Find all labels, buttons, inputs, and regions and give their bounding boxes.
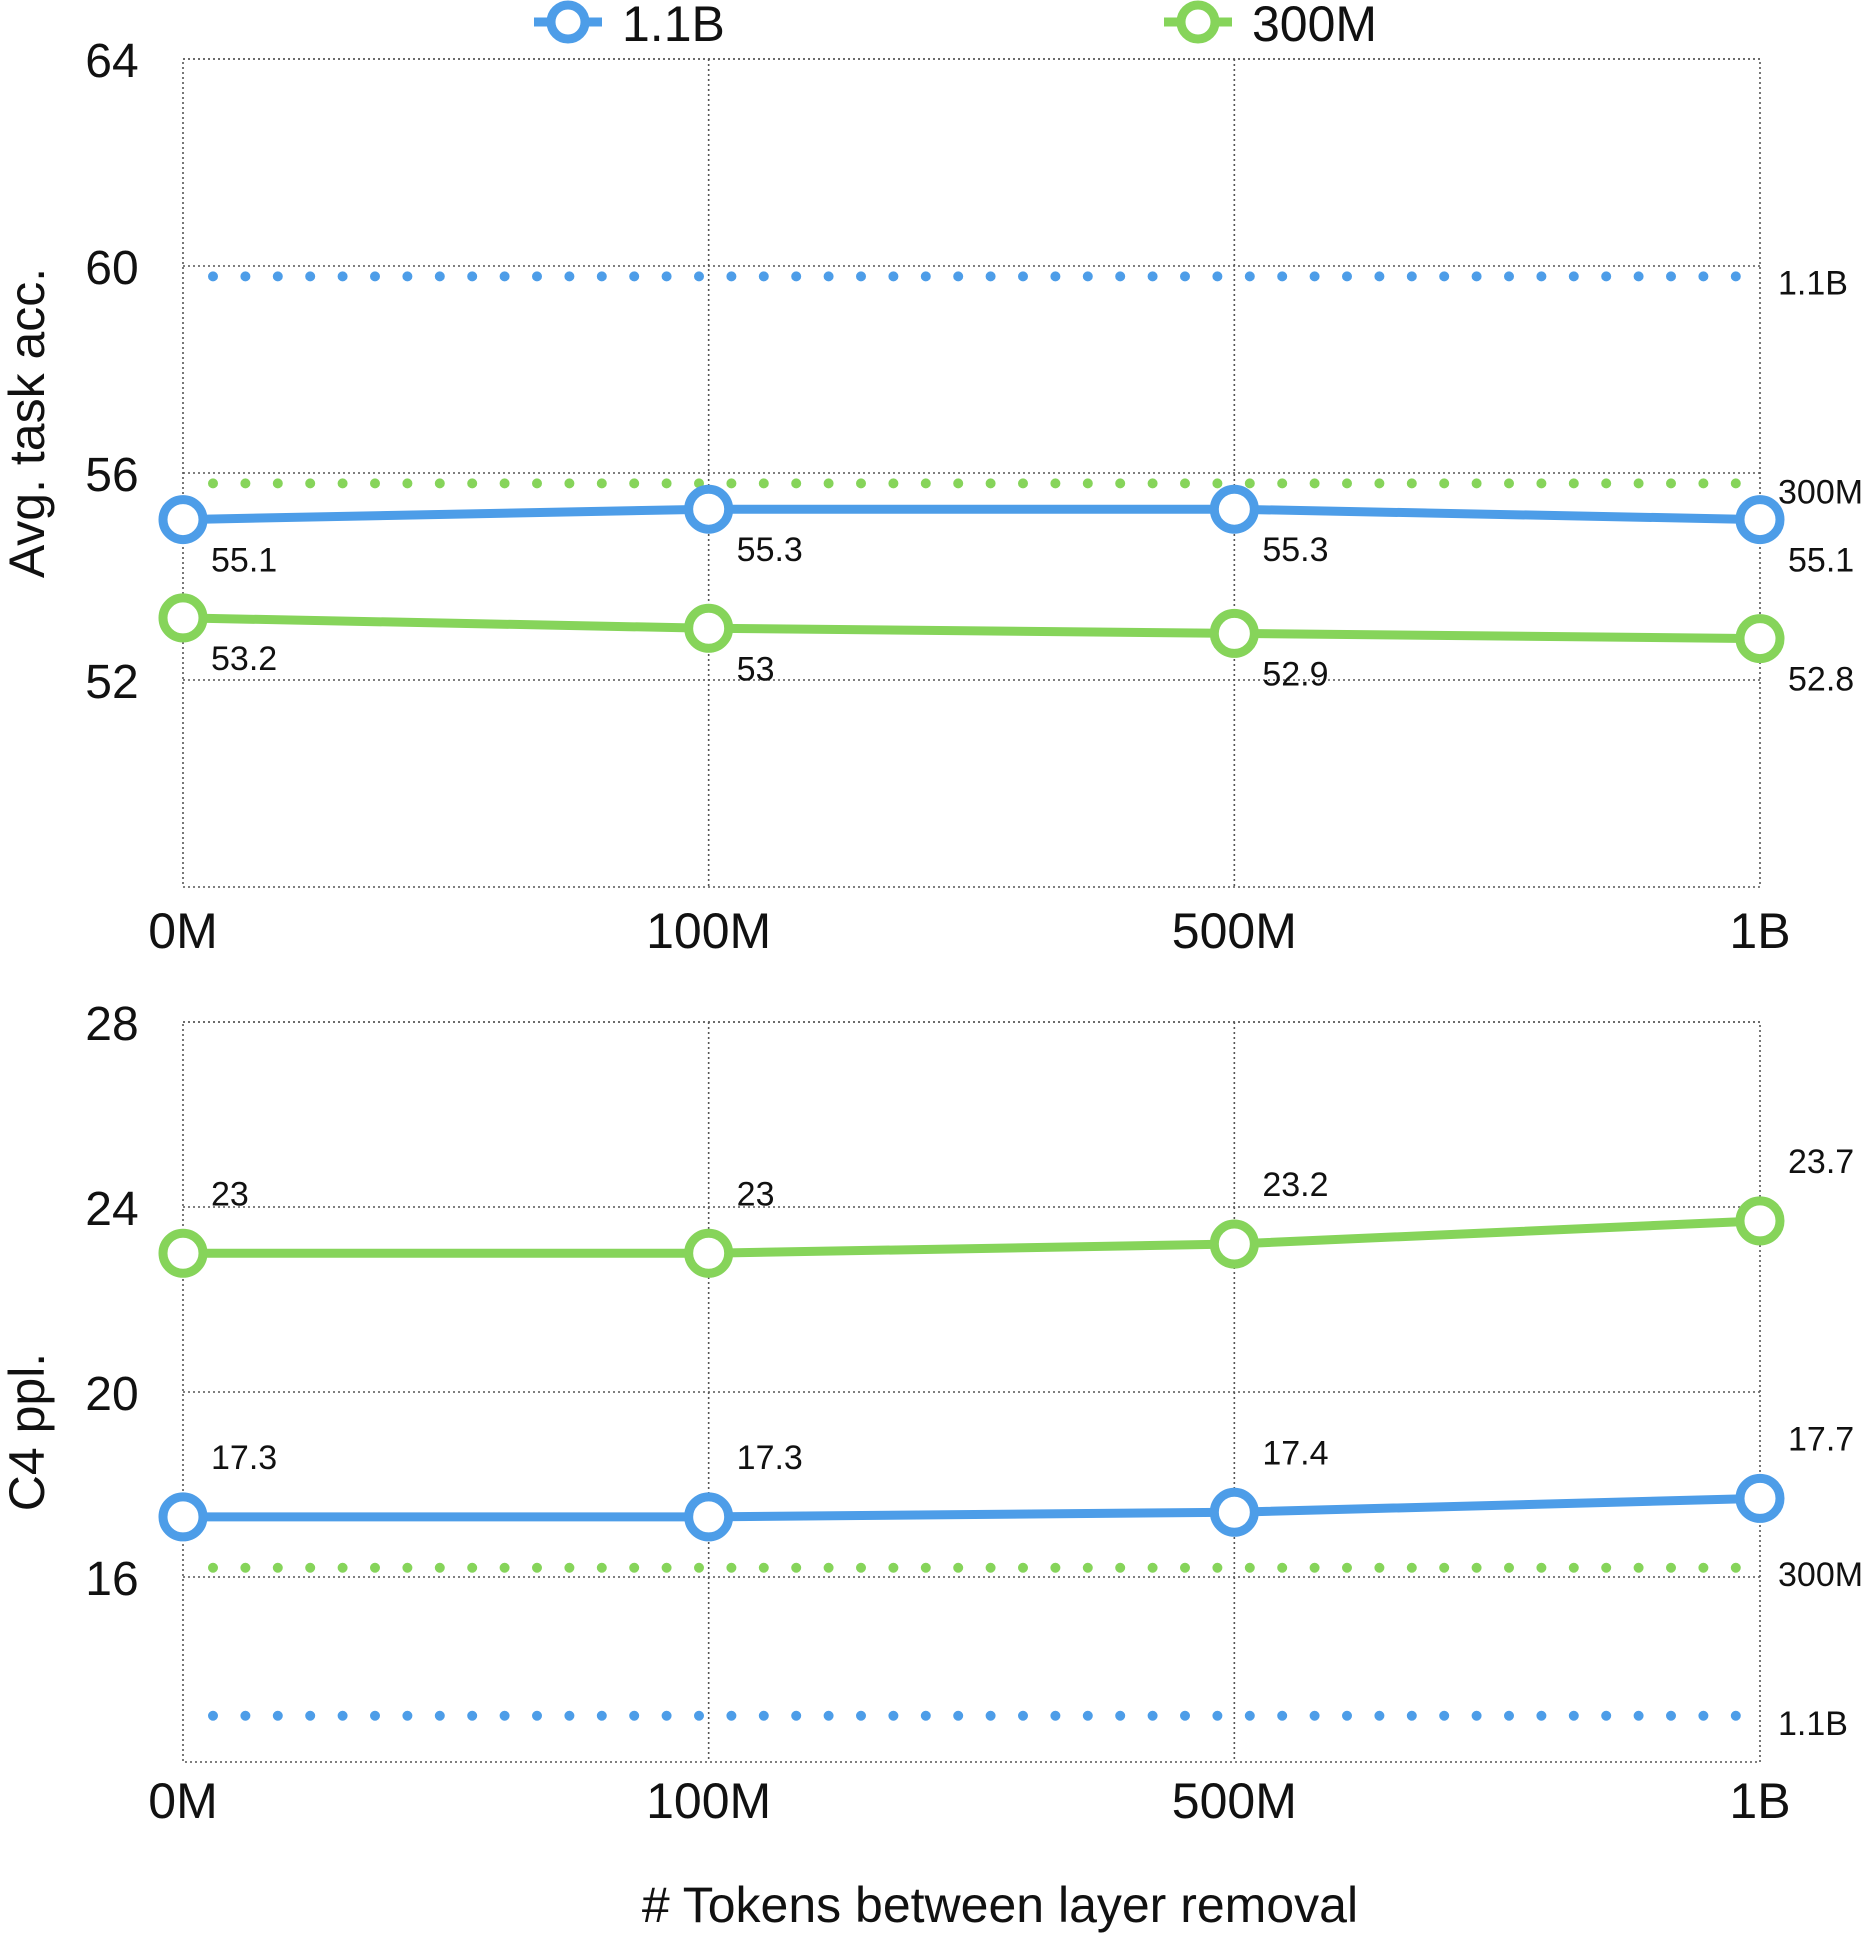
data-label-300m-0m: 53.2 [211,640,277,678]
data-point-1-1b-1b [1735,495,1785,545]
data-label-300m-500m: 52.9 [1262,655,1328,693]
data-point-300m-100m [684,603,734,653]
series-300m: 23 23 23.2 23.7 [158,1143,1854,1278]
data-label-300m-100m: 23 [737,1175,775,1213]
data-point-1-1b-100m [684,1492,734,1542]
data-label-300m-100m: 53 [737,650,775,688]
y-tick-label-24: 24 [85,1183,138,1236]
x-tick-label-100m: 100M [646,903,771,959]
data-point-300m-500m [1209,1219,1259,1269]
x-tick-label-0m: 0M [148,903,217,959]
reference-label-300m: 300M [1778,473,1863,511]
x-tick-label-1b: 1B [1729,1773,1790,1829]
y-tick-label-16: 16 [85,1553,138,1606]
data-point-1-1b-100m [684,484,734,534]
data-label-300m-500m: 23.2 [1262,1166,1328,1204]
data-point-300m-1b [1735,1196,1785,1246]
data-point-300m-0m [158,1228,208,1278]
data-label-1-1b-0m: 17.3 [211,1439,277,1477]
data-label-1-1b-100m: 55.3 [737,531,803,569]
series-1-1b: 55.1 55.3 55.3 55.1 [158,484,1854,580]
data-label-1-1b-1b: 55.1 [1788,542,1854,580]
y-tick-label-56: 56 [85,449,138,502]
data-point-1-1b-500m [1209,1487,1259,1537]
y-tick-label-52: 52 [85,656,138,709]
series-line-1-1b [182,504,1761,525]
legend-label-1-1b: 1.1B [622,0,725,52]
y-axis-label: C4 ppl. [0,1353,55,1511]
data-point-1-1b-1b [1735,1473,1785,1523]
x-axis-label: # Tokens between layer removal [642,1877,1358,1933]
data-label-1-1b-100m: 17.3 [737,1439,803,1477]
x-tick-label-0m: 0M [148,1773,217,1829]
y-tick-label-20: 20 [85,1368,138,1421]
series-1-1b: 17.3 17.3 17.4 17.7 [158,1420,1854,1542]
data-label-300m-1b: 23.7 [1788,1143,1854,1181]
data-point-1-1b-0m [158,1492,208,1542]
legend: 1.1B 300M [534,0,1377,52]
x-tick-label-500m: 500M [1172,903,1297,959]
series-line-300m [183,1216,1761,1258]
series-line-1-1b [183,1493,1761,1522]
reference-label-300m: 300M [1778,1556,1863,1594]
data-point-300m-100m [684,1228,734,1278]
data-label-1-1b-0m: 55.1 [211,542,277,580]
y-axis-label: Avg. task acc. [0,268,55,578]
series-line-300m [182,613,1761,644]
data-label-300m-1b: 52.8 [1788,661,1854,699]
data-point-1-1b-0m [158,495,208,545]
data-label-1-1b-500m: 55.3 [1262,531,1328,569]
reference-label-1-1b: 1.1B [1778,1705,1848,1743]
panel-avg-task-acc: 52 56 60 64 0M 100M 500M 1B Avg. task acc. 1.1B 30… [0,35,1863,959]
data-point-300m-500m [1209,608,1259,658]
legend-label-300m: 300M [1252,0,1377,52]
y-tick-label-60: 60 [85,242,138,295]
x-tick-label-500m: 500M [1172,1773,1297,1829]
data-label-1-1b-500m: 17.4 [1262,1434,1328,1472]
legend-marker-1-1b [546,0,590,44]
legend-marker-300m [1176,0,1220,44]
data-point-1-1b-500m [1209,484,1259,534]
x-tick-label-1b: 1B [1729,903,1790,959]
data-label-1-1b-1b: 17.7 [1788,1420,1854,1458]
y-tick-label-64: 64 [85,35,138,88]
data-point-300m-1b [1735,614,1785,664]
series-300m: 53.2 53 52.9 52.8 [158,593,1854,699]
reference-label-1-1b: 1.1B [1778,264,1848,302]
data-label-300m-0m: 23 [211,1175,249,1213]
y-tick-label-28: 28 [85,998,138,1051]
x-tick-label-100m: 100M [646,1773,771,1829]
data-point-300m-0m [158,593,208,643]
